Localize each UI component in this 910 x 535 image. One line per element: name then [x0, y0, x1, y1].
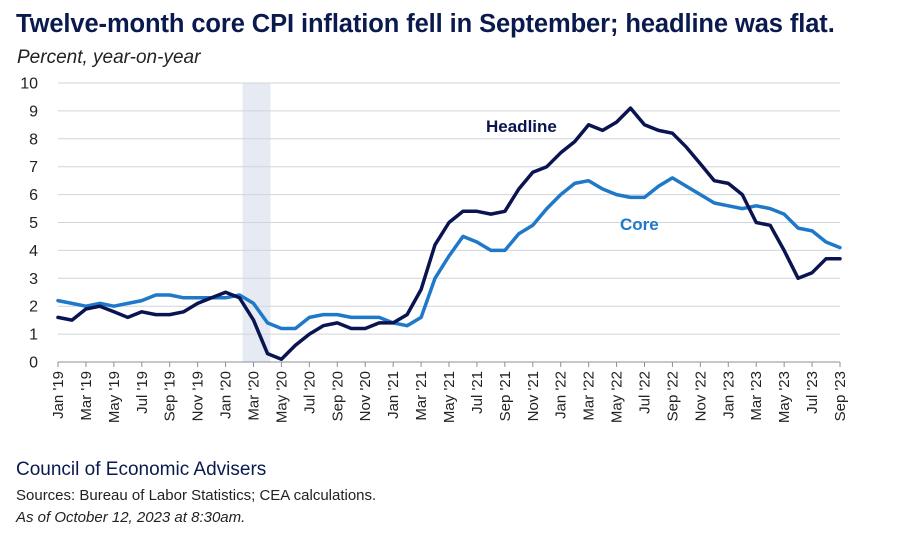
y-tick-label: 6	[29, 187, 38, 204]
y-tick-label: 8	[29, 131, 38, 148]
y-axis-ticks: 0 1 2 3 4 5 6 7 8 9 10	[20, 76, 38, 372]
x-tick-label: Jan '19	[50, 371, 67, 419]
x-tick-label: May '21	[441, 371, 458, 423]
footer-sources: Sources: Bureau of Labor Statistics; CEA…	[16, 487, 377, 504]
x-tick-label: Jan '20	[218, 371, 235, 419]
y-tick-label: 1	[29, 327, 38, 344]
x-tick-label: Jul '19	[134, 371, 151, 414]
core-series-label: Core	[620, 215, 659, 234]
headline-line	[56, 106, 842, 361]
x-tick-label: Jan '21	[385, 371, 402, 419]
chart-title: Twelve-month core CPI inflation fell in …	[16, 10, 835, 38]
y-tick-label: 2	[29, 299, 38, 316]
x-tick-label: Sep '23	[832, 371, 849, 421]
x-tick-label: Jul '20	[301, 371, 318, 414]
x-axis-ticks: Jan '19 Mar '19 May '19 Jul '19 Sep '19 Nov '…	[50, 362, 849, 423]
y-tick-label: 5	[29, 215, 38, 232]
y-tick-label: 0	[29, 355, 38, 372]
y-tick-label: 10	[20, 76, 38, 93]
x-tick-label: May '23	[776, 371, 793, 423]
footer-organization: Council of Economic Advisers	[16, 459, 267, 480]
x-tick-label: Sep '22	[664, 371, 681, 421]
headline-series-label: Headline	[486, 117, 557, 136]
y-axis-label: Percent, year-on-year	[17, 47, 201, 68]
y-tick-label: 3	[29, 271, 38, 288]
y-tick-label: 7	[29, 159, 38, 176]
series-lines	[56, 106, 842, 361]
x-tick-label: Nov '21	[525, 371, 542, 421]
x-tick-label: Nov '20	[357, 371, 374, 421]
x-tick-label: Jul '23	[804, 371, 821, 414]
x-tick-label: Mar '22	[581, 371, 598, 421]
x-tick-label: May '22	[609, 371, 626, 423]
x-tick-label: Mar '21	[413, 371, 430, 421]
x-tick-label: Nov '19	[190, 371, 207, 421]
x-tick-label: Nov '22	[692, 371, 709, 421]
x-tick-label: Jul '21	[469, 371, 486, 414]
x-tick-label: Mar '19	[78, 371, 95, 421]
x-tick-label: Mar '23	[748, 371, 765, 421]
x-tick-label: Sep '20	[329, 371, 346, 421]
core-line	[56, 176, 842, 331]
x-tick-label: Mar '20	[246, 371, 263, 421]
x-tick-label: May '20	[273, 371, 290, 423]
footer-as-of: As of October 12, 2023 at 8:30am.	[16, 509, 246, 526]
y-tick-label: 9	[29, 103, 38, 120]
x-tick-label: Jan '23	[720, 371, 737, 419]
x-tick-label: May '19	[106, 371, 123, 423]
x-tick-label: Jan '22	[553, 371, 570, 419]
x-tick-label: Sep '21	[497, 371, 514, 421]
gridlines	[58, 82, 840, 363]
x-tick-label: Sep '19	[162, 371, 179, 421]
x-tick-label: Jul '22	[637, 371, 654, 414]
series-labels: Headline Core	[486, 117, 659, 234]
y-tick-label: 4	[29, 243, 38, 260]
